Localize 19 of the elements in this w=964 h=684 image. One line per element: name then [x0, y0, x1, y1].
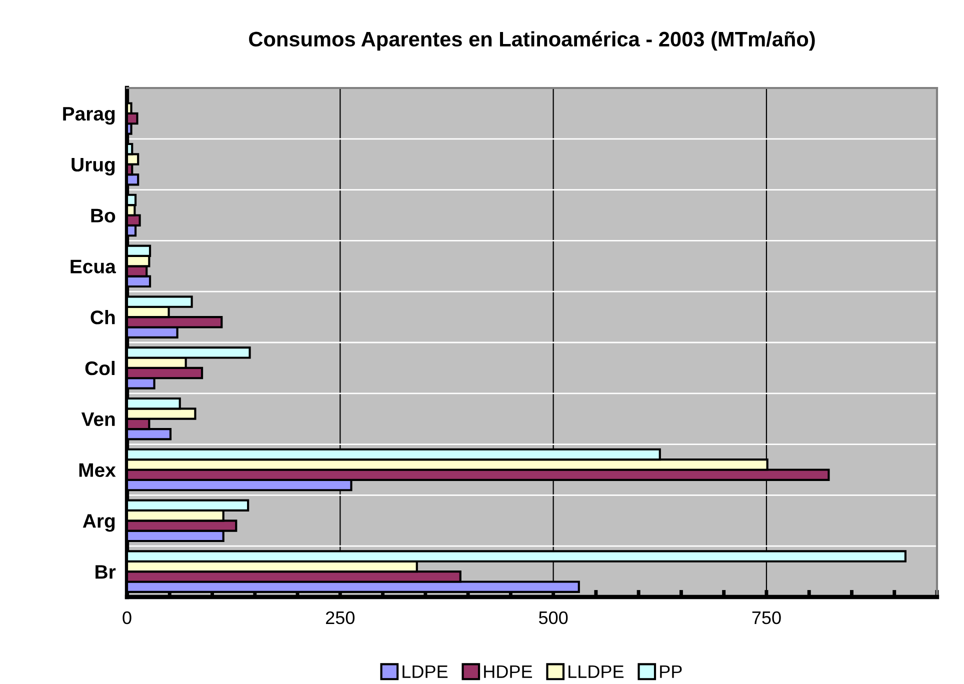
y-tick-label: Arg [82, 514, 115, 532]
y-tick-label: Col [85, 360, 115, 376]
y-tick-label: Bo [91, 208, 116, 222]
x-tick-label: 750 [752, 611, 781, 624]
legend-label: LDPE [402, 665, 448, 678]
y-tick-label: Ecua [70, 260, 116, 274]
chart-title: Consumos Aparentes en Latinoamérica - 2003 (MTm/año) [249, 31, 815, 51]
legend-label: HDPE [484, 665, 532, 678]
x-tick-label: 250 [326, 611, 355, 624]
legend-label: LLDPE [568, 665, 624, 678]
y-tick-label: Mex [79, 463, 116, 477]
x-tick-label: 500 [538, 611, 568, 624]
y-tick-label: Br [96, 565, 116, 579]
y-tick-label: Parag [63, 107, 115, 125]
y-tick-label: Ven [81, 412, 115, 426]
y-tick-label: Urug [72, 158, 115, 176]
legend-label: PP [660, 665, 682, 678]
x-tick-label: 0 [122, 611, 132, 624]
y-tick-label: Ch [90, 310, 115, 324]
